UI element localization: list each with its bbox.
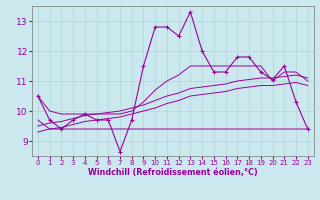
X-axis label: Windchill (Refroidissement éolien,°C): Windchill (Refroidissement éolien,°C) — [88, 168, 258, 177]
